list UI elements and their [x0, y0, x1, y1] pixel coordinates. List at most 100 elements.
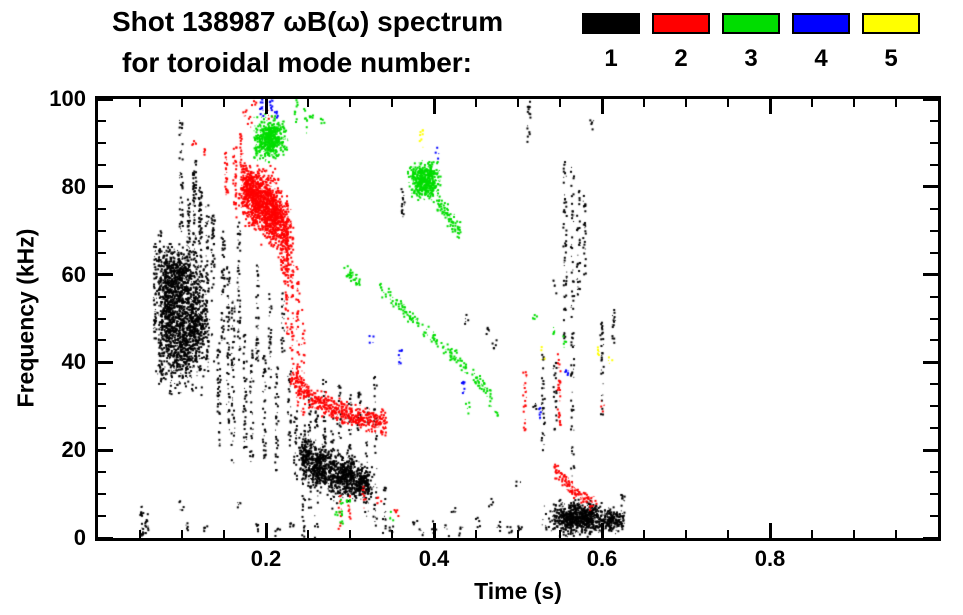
tick-mark	[930, 405, 938, 408]
tick-mark	[930, 163, 938, 166]
tick-mark	[307, 99, 309, 107]
tick-mark	[517, 530, 519, 538]
legend-item-n5: 5	[856, 13, 926, 73]
tick-mark	[98, 141, 106, 144]
tick-mark	[98, 471, 106, 474]
tick-mark	[98, 515, 106, 518]
plot-area	[95, 96, 941, 541]
y-tick-label: 40	[61, 349, 86, 375]
tick-mark	[895, 530, 897, 538]
tick-mark	[98, 339, 106, 342]
y-axis-label: Frequency (kHz)	[12, 228, 39, 408]
y-tick-label: 80	[61, 173, 86, 199]
tick-mark	[923, 448, 938, 452]
x-tick-label: 0.2	[250, 546, 282, 571]
tick-mark	[930, 515, 938, 518]
tick-mark	[559, 530, 561, 538]
tick-mark	[98, 536, 113, 540]
tick-mark	[811, 99, 813, 107]
tick-mark	[139, 530, 141, 538]
tick-mark	[930, 251, 938, 254]
tick-mark	[685, 99, 687, 107]
tick-mark	[853, 99, 855, 107]
tick-mark	[930, 339, 938, 342]
tick-mark	[432, 523, 436, 538]
tick-mark	[930, 119, 938, 122]
tick-mark	[139, 99, 141, 107]
tick-mark	[307, 530, 309, 538]
tick-mark	[559, 99, 561, 107]
tick-mark	[643, 530, 645, 538]
tick-mark	[98, 207, 106, 210]
legend-label-n1: 1	[604, 45, 618, 72]
axis-ticks	[98, 97, 938, 540]
tick-mark	[98, 295, 106, 298]
legend-item-n2: 2	[646, 13, 716, 73]
tick-mark	[930, 493, 938, 496]
legend-label-n5: 5	[884, 45, 898, 72]
x-tick-label: 0.6	[586, 546, 618, 571]
tick-mark	[600, 99, 604, 114]
tick-mark	[349, 530, 351, 538]
tick-mark	[475, 530, 477, 538]
tick-mark	[181, 99, 183, 107]
y-tick-label: 100	[49, 86, 86, 111]
tick-mark	[98, 119, 106, 122]
tick-mark	[391, 99, 393, 107]
tick-mark	[853, 530, 855, 538]
tick-mark	[98, 251, 106, 254]
legend-item-n4: 4	[786, 13, 856, 73]
tick-mark	[432, 99, 436, 114]
tick-mark	[923, 360, 938, 364]
tick-mark	[923, 185, 938, 189]
tick-mark	[391, 530, 393, 538]
tick-mark	[768, 523, 772, 538]
tick-mark	[923, 536, 938, 540]
legend-item-n1: 1	[576, 13, 646, 73]
tick-mark	[643, 99, 645, 107]
tick-mark	[98, 383, 106, 386]
tick-mark	[930, 141, 938, 144]
legend-item-n3: 3	[716, 13, 786, 73]
tick-mark	[930, 229, 938, 232]
tick-mark	[727, 530, 729, 538]
tick-mark	[223, 530, 225, 538]
tick-mark	[923, 273, 938, 277]
x-tick-label: 0.4	[418, 546, 450, 571]
spectrogram-canvas	[98, 99, 938, 538]
tick-mark	[98, 427, 106, 430]
tick-mark	[930, 207, 938, 210]
tick-mark	[264, 99, 268, 114]
tick-mark	[517, 99, 519, 107]
tick-mark	[98, 448, 113, 452]
tick-mark	[685, 530, 687, 538]
tick-mark	[181, 530, 183, 538]
tick-mark	[895, 99, 897, 107]
legend-label-n4: 4	[814, 45, 828, 72]
tick-mark	[98, 229, 106, 232]
tick-mark	[98, 97, 113, 101]
tick-mark	[930, 295, 938, 298]
x-axis-label: Time (s)	[474, 578, 562, 604]
tick-mark	[600, 523, 604, 538]
legend-label-n3: 3	[744, 45, 758, 72]
legend-swatch-n3	[722, 13, 780, 34]
tick-mark	[923, 97, 938, 101]
legend-swatch-n2	[652, 13, 710, 34]
tick-mark	[930, 383, 938, 386]
legend-swatch-n1	[582, 13, 640, 34]
tick-mark	[98, 493, 106, 496]
tick-mark	[768, 99, 772, 114]
tick-mark	[930, 471, 938, 474]
tick-mark	[223, 99, 225, 107]
tick-mark	[811, 530, 813, 538]
tick-mark	[98, 317, 106, 320]
tick-mark	[98, 360, 113, 364]
y-tick-label: 0	[73, 525, 86, 550]
chart-title: Shot 138987 ωB(ω) spectrum	[112, 6, 504, 37]
legend-swatch-n5	[862, 13, 920, 34]
tick-mark	[264, 523, 268, 538]
tick-mark	[98, 405, 106, 408]
tick-mark	[98, 185, 113, 189]
legend-label-n2: 2	[674, 45, 688, 72]
